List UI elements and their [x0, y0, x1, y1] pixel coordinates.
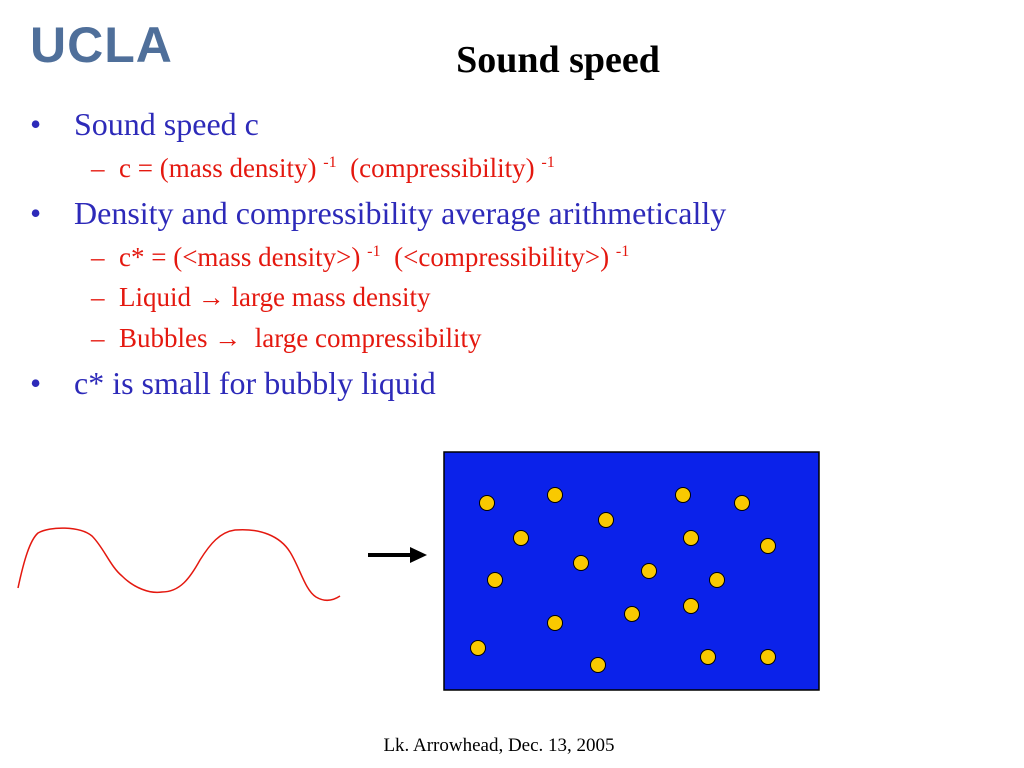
bubble: [734, 495, 750, 511]
bullet-2-text: Density and compressibility average arit…: [74, 195, 727, 231]
bullet-1-sub-1: – c = (mass density) -1 (compressibility)…: [91, 153, 555, 183]
arrow-head: [410, 547, 427, 563]
bubble: [624, 606, 640, 622]
sound-wave: [17, 527, 341, 602]
bubble: [598, 512, 614, 528]
bubble: [760, 649, 776, 665]
bullet-3-text: c* is small for bubbly liquid: [74, 365, 436, 401]
footer-caption: Lk. Arrowhead, Dec. 13, 2005: [383, 735, 615, 756]
bubble: [470, 640, 486, 656]
bubble: [513, 530, 529, 546]
bubble: [479, 495, 495, 511]
slide-title: Sound speed: [456, 39, 660, 81]
ucla-logo: UCLA: [30, 17, 173, 73]
bubble: [700, 649, 716, 665]
bullet-1-text: Sound speed c: [74, 106, 259, 142]
bullet-2-sub-2: – Liquid → large mass density: [91, 282, 431, 312]
bubble: [641, 563, 657, 579]
bullet-1: • Sound speed c: [30, 106, 259, 142]
bullet-2: • Density and compressibility average ari…: [30, 195, 727, 231]
bubble: [547, 487, 563, 503]
bubble: [709, 572, 725, 588]
bubble: [487, 572, 503, 588]
bubble: [675, 487, 691, 503]
bubbles: [470, 487, 776, 673]
bubble: [573, 555, 589, 571]
bubble: [683, 530, 699, 546]
bubbly-liquid-box: [443, 451, 820, 691]
bullet-2-sub-1: – c* = (<mass density>) -1 (<compressibil…: [91, 242, 630, 272]
bubble: [590, 657, 606, 673]
bullet-3: • c* is small for bubbly liquid: [30, 365, 436, 401]
bubble: [683, 598, 699, 614]
bubble: [760, 538, 776, 554]
bubble: [547, 615, 563, 631]
bullet-2-sub-3: – Bubbles → large compressibility: [91, 323, 482, 353]
